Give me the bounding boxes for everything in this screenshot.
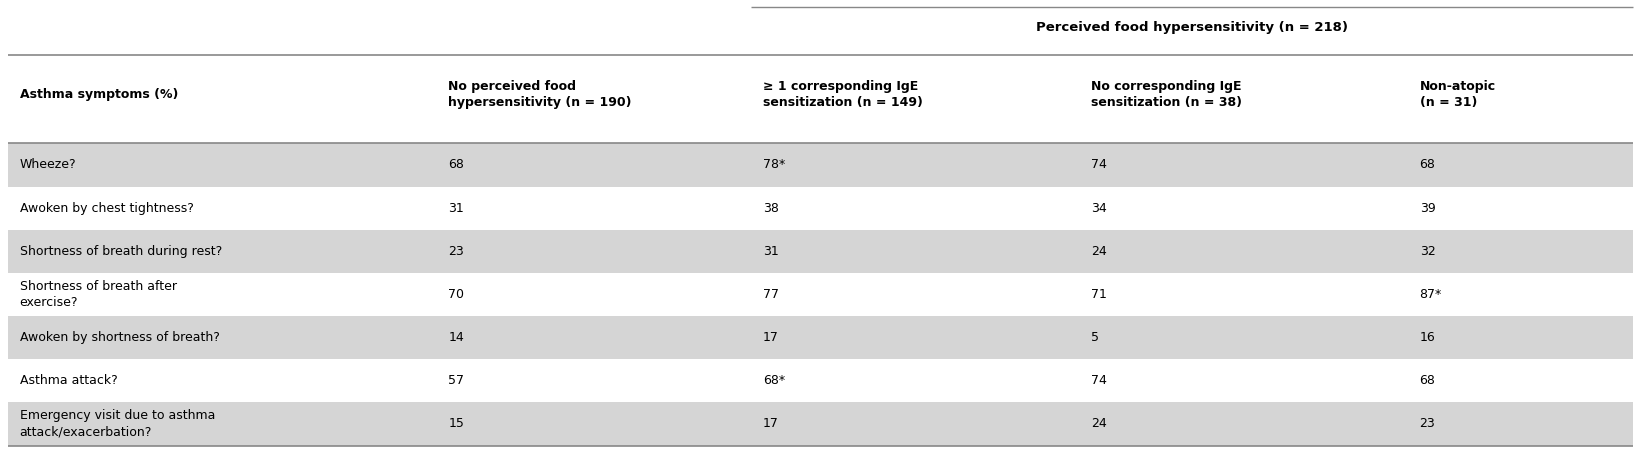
Text: 14: 14 <box>448 331 464 344</box>
Text: 17: 17 <box>763 418 779 430</box>
Text: Wheeze?: Wheeze? <box>20 158 77 171</box>
Text: 5: 5 <box>1091 331 1099 344</box>
Text: 15: 15 <box>448 418 464 430</box>
Text: No corresponding IgE
sensitization (n = 38): No corresponding IgE sensitization (n = … <box>1091 81 1242 109</box>
Text: Non-atopic
(n = 31): Non-atopic (n = 31) <box>1419 81 1495 109</box>
Text: 77: 77 <box>763 288 779 301</box>
Text: 38: 38 <box>763 202 779 215</box>
Text: Shortness of breath after
exercise?: Shortness of breath after exercise? <box>20 280 177 309</box>
Text: 74: 74 <box>1091 374 1108 387</box>
Text: 68: 68 <box>1419 158 1436 171</box>
Text: 57: 57 <box>448 374 464 387</box>
Bar <box>8 316 1633 359</box>
Text: 68: 68 <box>1419 374 1436 387</box>
Text: Perceived food hypersensitivity (n = 218): Perceived food hypersensitivity (n = 218… <box>1035 21 1349 34</box>
Text: 24: 24 <box>1091 418 1108 430</box>
Text: 24: 24 <box>1091 245 1108 258</box>
Bar <box>8 187 1633 230</box>
Text: 23: 23 <box>1419 418 1436 430</box>
Text: 70: 70 <box>448 288 464 301</box>
Text: 68*: 68* <box>763 374 784 387</box>
Text: 39: 39 <box>1419 202 1436 215</box>
Text: 74: 74 <box>1091 158 1108 171</box>
Text: 87*: 87* <box>1419 288 1442 301</box>
Bar <box>8 359 1633 402</box>
Text: Awoken by shortness of breath?: Awoken by shortness of breath? <box>20 331 220 344</box>
Bar <box>8 273 1633 316</box>
Text: Asthma symptoms (%): Asthma symptoms (%) <box>20 88 179 101</box>
Text: 71: 71 <box>1091 288 1108 301</box>
Text: 34: 34 <box>1091 202 1108 215</box>
Text: ≥ 1 corresponding IgE
sensitization (n = 149): ≥ 1 corresponding IgE sensitization (n =… <box>763 81 922 109</box>
Text: Asthma attack?: Asthma attack? <box>20 374 118 387</box>
Text: 31: 31 <box>763 245 778 258</box>
Bar <box>8 144 1633 187</box>
Text: Emergency visit due to asthma
attack/exacerbation?: Emergency visit due to asthma attack/exa… <box>20 410 215 438</box>
Text: Awoken by chest tightness?: Awoken by chest tightness? <box>20 202 194 215</box>
Bar <box>8 55 1633 144</box>
Bar <box>8 230 1633 273</box>
Text: 68: 68 <box>448 158 464 171</box>
Text: 31: 31 <box>448 202 464 215</box>
Text: 32: 32 <box>1419 245 1436 258</box>
Text: 16: 16 <box>1419 331 1436 344</box>
Bar <box>8 4 1633 55</box>
Bar <box>8 402 1633 446</box>
Text: 17: 17 <box>763 331 779 344</box>
Text: 78*: 78* <box>763 158 784 171</box>
Text: 23: 23 <box>448 245 464 258</box>
Text: Shortness of breath during rest?: Shortness of breath during rest? <box>20 245 222 258</box>
Text: No perceived food
hypersensitivity (n = 190): No perceived food hypersensitivity (n = … <box>448 81 632 109</box>
